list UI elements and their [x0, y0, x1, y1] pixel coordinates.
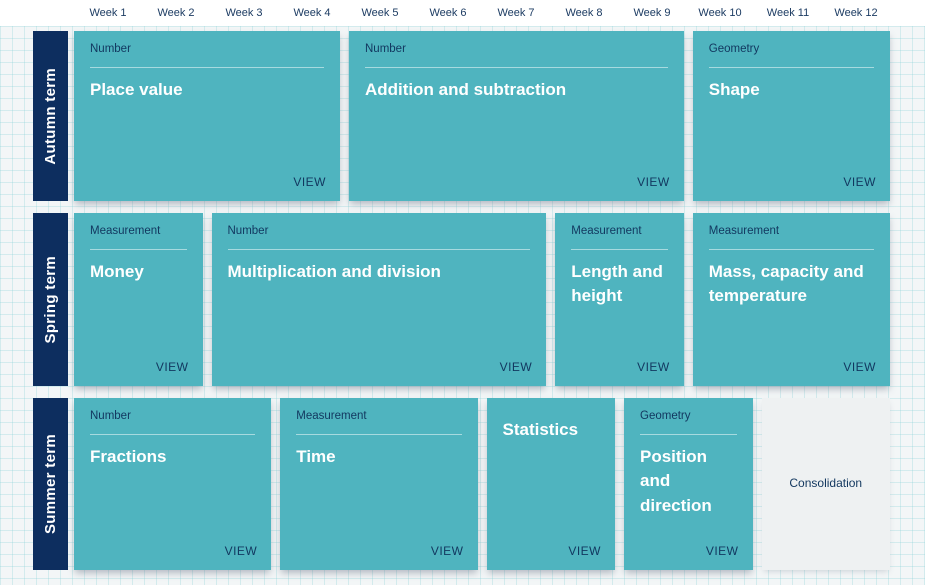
category-underline: [90, 248, 187, 250]
card-position-and-direction[interactable]: Geometry Position and direction VIEW: [624, 398, 753, 570]
unit-category: Number: [90, 410, 131, 422]
view-button[interactable]: VIEW: [637, 360, 670, 374]
card-fractions[interactable]: Number Fractions VIEW: [74, 398, 272, 570]
unit-category: Measurement: [90, 225, 161, 237]
category-underline: [640, 433, 737, 435]
view-button[interactable]: VIEW: [843, 360, 876, 374]
term-rail-summer: Summer term: [33, 398, 68, 570]
category-underline: [296, 433, 462, 435]
view-button[interactable]: VIEW: [224, 544, 258, 558]
view-button[interactable]: VIEW: [705, 544, 739, 558]
week-label-5: Week 5: [361, 7, 399, 19]
card-shape[interactable]: Geometry Shape VIEW: [692, 31, 890, 201]
unit-title: Multiplication and division: [227, 261, 441, 281]
term-row-summer: Number Fractions VIEW Measurement Time V…: [74, 398, 890, 570]
unit-title: Fractions: [90, 446, 167, 466]
category-underline: [90, 66, 324, 68]
unit-title: Length and height: [571, 261, 663, 306]
week-label-3: Week 3: [225, 7, 263, 19]
term-rail-spring: Spring term: [33, 213, 68, 386]
card-consolidation: Consolidation: [761, 398, 890, 570]
view-button[interactable]: VIEW: [637, 175, 670, 189]
term-rail-spring-label: Spring term: [42, 255, 59, 344]
view-button[interactable]: VIEW: [430, 544, 464, 558]
unit-title: Shape: [708, 79, 760, 99]
term-rail-autumn: Autumn term: [33, 31, 68, 201]
view-button[interactable]: VIEW: [155, 360, 189, 374]
term-rail-autumn-label: Autumn term: [42, 67, 59, 165]
week-header-row: Week 1 Week 2 Week 3 Week 4 Week 5 Week …: [74, 7, 890, 19]
week-label-2: Week 2: [157, 7, 195, 19]
week-label-6: Week 6: [429, 7, 467, 19]
week-label-8: Week 8: [565, 7, 603, 19]
card-addition-and-subtraction[interactable]: Number Addition and subtraction VIEW: [349, 31, 684, 201]
card-place-value[interactable]: Number Place value VIEW: [74, 31, 340, 201]
week-label-4: Week 4: [293, 7, 331, 19]
card-multiplication-and-division[interactable]: Number Multiplication and division VIEW: [211, 213, 547, 386]
unit-title: Place value: [90, 79, 183, 99]
term-rail-summer-label: Summer term: [42, 433, 59, 534]
category-underline: [365, 66, 668, 68]
unit-title: Addition and subtraction: [365, 79, 567, 99]
card-statistics[interactable]: Statistics VIEW: [486, 398, 615, 570]
view-button[interactable]: VIEW: [499, 360, 533, 374]
term-row-autumn: Number Place value VIEW Number Addition …: [74, 31, 890, 201]
week-label-11: Week 11: [766, 7, 810, 19]
week-label-10: Week 10: [698, 7, 742, 19]
category-underline: [571, 248, 668, 250]
unit-category: Number: [365, 43, 406, 55]
card-time[interactable]: Measurement Time VIEW: [280, 398, 478, 570]
card-length-and-height[interactable]: Measurement Length and height VIEW: [555, 213, 684, 386]
unit-category: Measurement: [296, 410, 367, 422]
consolidation-label: Consolidation: [789, 476, 863, 491]
view-button[interactable]: VIEW: [293, 175, 326, 189]
unit-title: Time: [296, 446, 336, 466]
unit-category: Geometry: [708, 43, 760, 55]
category-underline: [708, 66, 874, 68]
week-label-9: Week 9: [633, 7, 671, 19]
week-label-7: Week 7: [497, 7, 535, 19]
category-underline: [227, 248, 531, 250]
category-underline: [90, 433, 256, 435]
unit-category: Geometry: [640, 410, 691, 422]
unit-category: Number: [90, 43, 131, 55]
unit-title: Mass, capacity and temperature: [708, 261, 864, 306]
unit-title: Money: [90, 261, 144, 281]
card-mass-capacity-and-temperature[interactable]: Measurement Mass, capacity and temperatu…: [692, 213, 890, 386]
unit-title: Statistics: [502, 420, 579, 439]
term-row-spring: Measurement Money VIEW Number Multiplica…: [74, 213, 890, 386]
unit-category: Number: [227, 225, 269, 237]
unit-title: Position and direction: [640, 446, 712, 516]
card-money[interactable]: Measurement Money VIEW: [74, 213, 203, 386]
category-underline: [708, 248, 874, 250]
view-button[interactable]: VIEW: [568, 544, 601, 558]
week-label-12: Week 12: [834, 7, 878, 19]
view-button[interactable]: VIEW: [843, 175, 876, 189]
unit-category: Measurement: [571, 225, 642, 237]
week-label-1: Week 1: [89, 7, 127, 19]
unit-category: Measurement: [708, 225, 780, 237]
